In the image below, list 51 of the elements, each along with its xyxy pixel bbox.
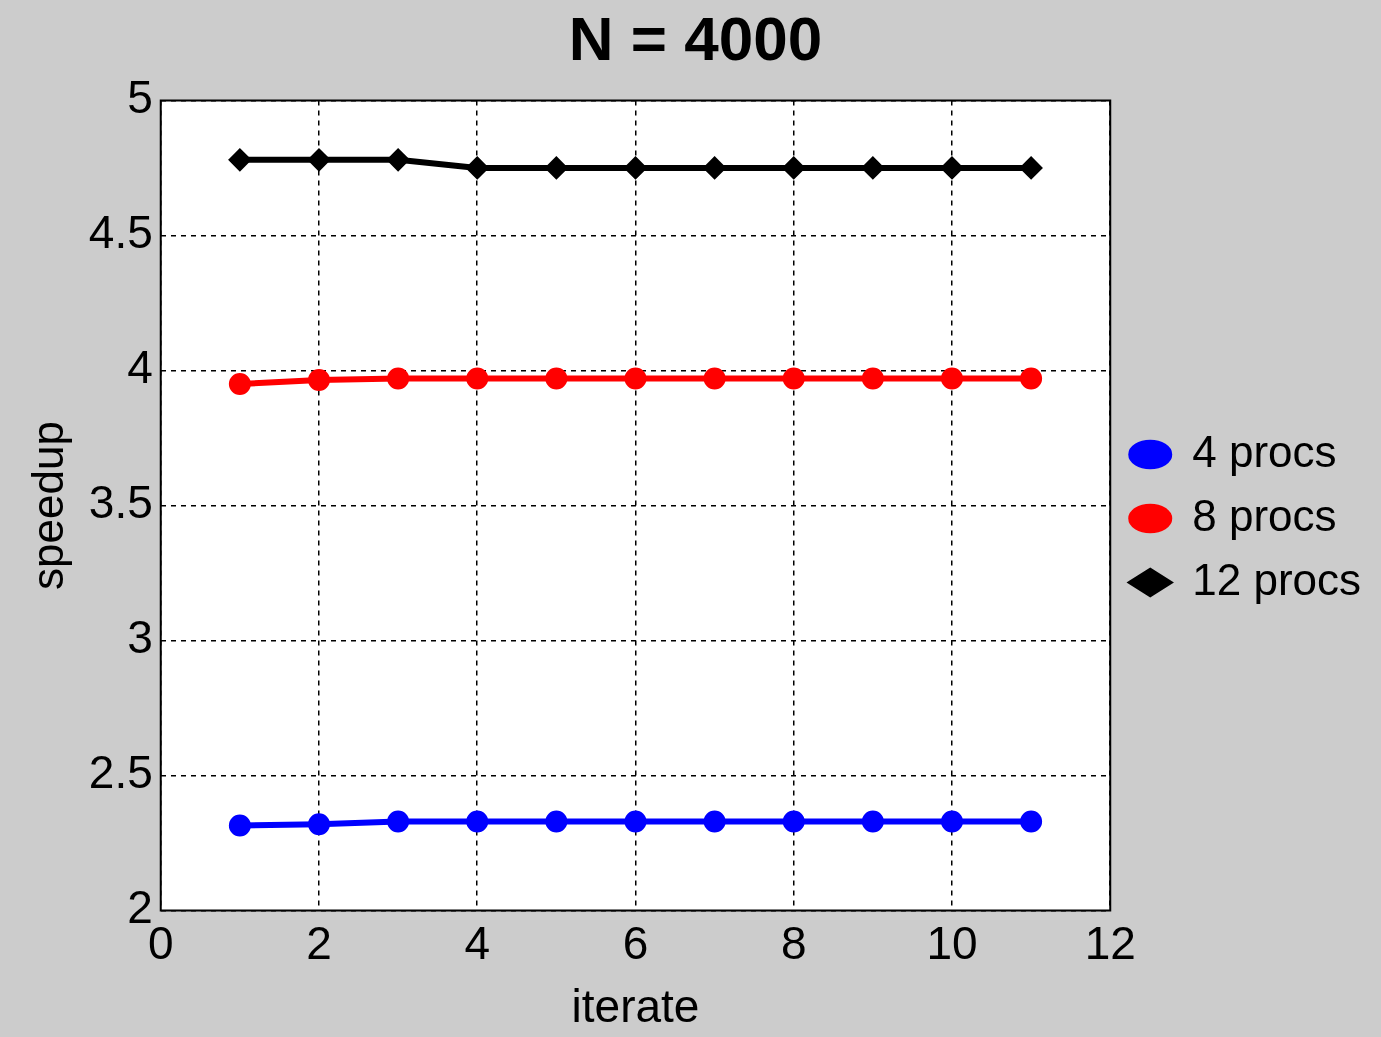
chart-title: N = 4000 xyxy=(568,4,823,74)
y-tick-label: 4 xyxy=(127,341,153,394)
point xyxy=(703,810,726,833)
point xyxy=(545,367,568,390)
point xyxy=(940,156,963,179)
y-tick-label: 2.5 xyxy=(88,746,153,799)
point xyxy=(1020,367,1043,390)
point xyxy=(228,372,251,395)
point xyxy=(308,813,330,836)
point xyxy=(1020,810,1043,833)
point xyxy=(624,156,647,179)
point xyxy=(387,148,410,171)
point xyxy=(940,367,963,390)
x-axis-title: iterate xyxy=(571,980,700,1033)
x-tick-label: 12 xyxy=(1084,916,1136,969)
x-tick-label: 10 xyxy=(926,916,978,969)
point xyxy=(466,810,489,833)
y-tick-label: 4.5 xyxy=(88,206,153,259)
point xyxy=(1020,156,1043,179)
legend-label: 12 procs xyxy=(1192,554,1362,604)
point xyxy=(624,810,647,833)
x-tick-label: 2 xyxy=(306,916,332,969)
y-tick-label: 5 xyxy=(127,71,153,124)
point xyxy=(624,367,647,390)
point xyxy=(387,810,410,833)
x-tick-label: 6 xyxy=(622,916,649,969)
point xyxy=(308,148,330,171)
point xyxy=(861,810,884,833)
point xyxy=(703,367,726,390)
point xyxy=(703,156,726,179)
legend-label: 4 procs xyxy=(1192,426,1337,476)
point xyxy=(466,156,489,179)
point xyxy=(466,367,489,390)
point xyxy=(782,367,805,390)
point xyxy=(545,156,568,179)
x-tick-label: 8 xyxy=(780,916,807,969)
y-axis-title: speedup xyxy=(22,421,72,590)
point xyxy=(782,810,805,833)
point xyxy=(861,156,884,179)
y-tick-label: 3.5 xyxy=(88,476,153,529)
point xyxy=(228,814,251,837)
point xyxy=(228,148,251,171)
point xyxy=(782,156,805,179)
point xyxy=(545,810,568,833)
x-tick-label: 4 xyxy=(464,916,491,969)
point xyxy=(308,368,330,391)
y-tick-label: 3 xyxy=(127,611,153,664)
point xyxy=(387,367,410,390)
point xyxy=(861,367,884,390)
legend-label: 8 procs xyxy=(1192,490,1337,540)
point xyxy=(940,810,963,833)
